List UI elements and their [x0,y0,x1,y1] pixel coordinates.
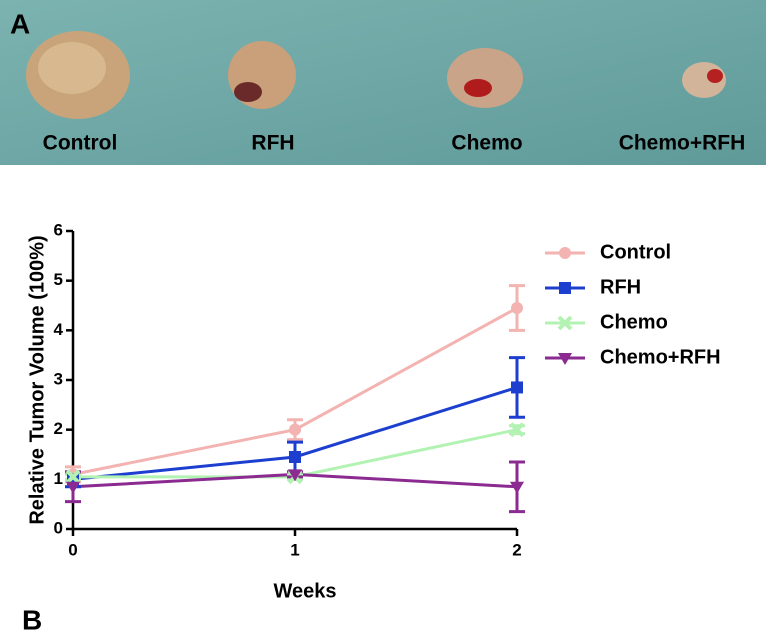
marker [289,450,301,463]
marker [510,481,524,494]
y-tick-label: 6 [54,220,63,239]
tumor-highlight [38,42,106,94]
x-axis-title: Weeks [273,580,336,602]
marker [289,423,301,436]
photo-label: Chemo+RFH [619,132,746,155]
marker [65,469,81,485]
tumor-red [464,79,492,97]
photo-label: Control [43,132,118,155]
y-tick-label: 5 [54,270,63,289]
y-axis-title: Relative Tumor Volume (100%) [26,235,48,524]
marker [66,481,80,494]
marker [557,315,573,331]
photo-label: RFH [251,132,294,155]
x-tick-label: 1 [290,540,299,559]
y-tick-label: 1 [54,469,63,488]
legend-label: RFH [600,276,641,298]
x-tick-label: 0 [68,540,77,559]
legend-label: Chemo [600,311,668,333]
tumor-red [707,69,723,83]
panel-label: B [22,604,42,635]
photo-label: Chemo [451,132,522,155]
marker [511,381,523,394]
marker [511,301,523,314]
marker [559,247,571,259]
legend-label: Control [600,241,671,263]
y-tick-label: 3 [54,369,63,388]
marker [559,282,571,294]
marker [558,353,572,365]
x-tick-label: 2 [512,540,521,559]
photo-panel: A Control RFH Chemo Chemo+RFH [0,0,766,165]
y-tick-label: 0 [54,518,63,537]
y-tick-label: 2 [54,419,63,438]
tumor-dark [234,82,262,102]
panel-label: A [10,8,30,39]
marker [509,422,525,438]
y-tick-label: 4 [54,320,64,339]
marker [288,469,302,482]
legend-label: Chemo+RFH [600,346,721,368]
tumor [447,48,523,108]
